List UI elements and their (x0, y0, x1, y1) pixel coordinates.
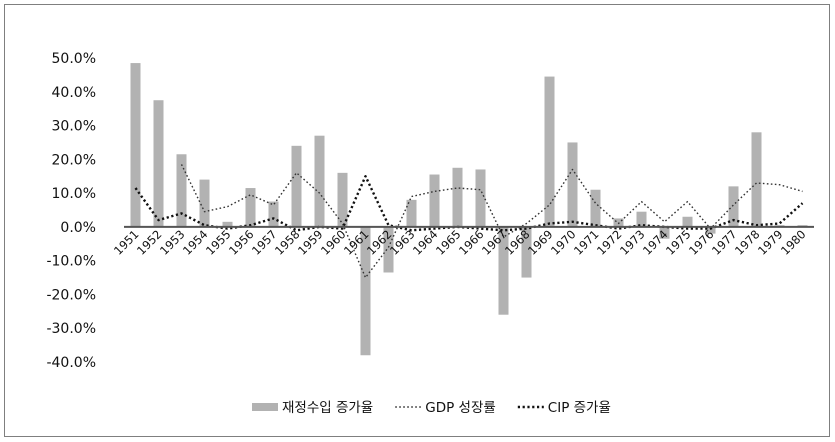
x-tick-label: 1955 (203, 227, 234, 258)
bar-series (130, 63, 808, 356)
x-tick-label: 1953 (157, 227, 188, 258)
bar-1952 (153, 100, 164, 227)
x-tick-label: 1951 (111, 227, 142, 258)
y-tick-label: 10.0% (52, 186, 96, 202)
bar-1975 (682, 216, 693, 227)
bar-1967 (498, 226, 509, 315)
y-tick-label: 50.0% (52, 51, 96, 67)
x-tick-label: 1952 (134, 227, 165, 258)
x-tick-label: 1957 (249, 227, 280, 258)
bar-1971 (590, 189, 601, 227)
bar-1976 (705, 226, 716, 234)
x-tick-label: 1966 (456, 227, 487, 258)
bar-1978 (751, 132, 762, 227)
bar-1964 (429, 174, 440, 227)
y-tick-label: 20.0% (52, 152, 96, 168)
bar-1973 (636, 211, 647, 227)
x-tick-label: 1978 (732, 227, 763, 258)
legend-label: CIP 증가율 (548, 400, 611, 416)
x-tick-label: 1959 (295, 227, 326, 258)
line-gdp (180, 164, 803, 279)
bar-1965 (452, 167, 463, 227)
line-series (134, 164, 804, 279)
bar-1974 (659, 226, 670, 239)
x-tick-label: 1964 (410, 227, 441, 258)
bar-1953 (176, 154, 187, 227)
y-axis-ticks: 50.0% 40.0% 30.0% 20.0% 10.0% 0.0% -10.0% -20.0… (46, 51, 96, 371)
x-tick-label: 1971 (571, 227, 602, 258)
x-tick-label: 1980 (778, 227, 809, 258)
y-tick-label: -20.0% (46, 287, 96, 303)
y-tick-label: -30.0% (46, 321, 96, 337)
bar-1970 (567, 142, 578, 227)
bar-1977 (728, 186, 739, 227)
legend-label: 재정수입 증가율 (282, 400, 373, 416)
x-tick-label: 1979 (755, 227, 786, 258)
legend-swatch-bar (252, 403, 278, 411)
bar-1957 (268, 201, 279, 227)
bar-1956 (245, 188, 256, 227)
bar-1954 (199, 179, 210, 227)
bar-1963 (406, 199, 417, 227)
bar-1958 (291, 145, 302, 227)
bar-1959 (314, 135, 325, 227)
bar-1961 (360, 226, 371, 356)
x-tick-label: 1972 (594, 227, 625, 258)
x-tick-label: 1960 (318, 227, 349, 258)
x-tick-label: 1956 (226, 227, 257, 258)
x-axis-ticks: 1951195219531954195519561957195819591960… (111, 227, 809, 258)
y-tick-label: 0.0% (60, 220, 96, 236)
y-tick-label: -10.0% (46, 254, 96, 270)
bar-1960 (337, 172, 348, 227)
bar-1962 (383, 226, 394, 273)
legend: 재정수입 증가율 GDP 성장률 CIP 증가율 (252, 400, 611, 416)
x-tick-label: 1973 (617, 227, 648, 258)
x-tick-label: 1965 (433, 227, 464, 258)
x-tick-label: 1958 (272, 227, 303, 258)
x-tick-label: 1954 (180, 227, 211, 258)
y-tick-label: 30.0% (52, 119, 96, 135)
y-tick-label: 40.0% (52, 85, 96, 101)
bar-1969 (544, 76, 555, 227)
bar-1951 (130, 63, 141, 227)
bar-1955 (222, 221, 233, 227)
bar-1968 (521, 226, 532, 278)
x-tick-label: 1970 (548, 227, 579, 258)
y-tick-label: -40.0% (46, 355, 96, 371)
legend-label: GDP 성장률 (425, 400, 496, 416)
bar-1966 (475, 169, 486, 227)
